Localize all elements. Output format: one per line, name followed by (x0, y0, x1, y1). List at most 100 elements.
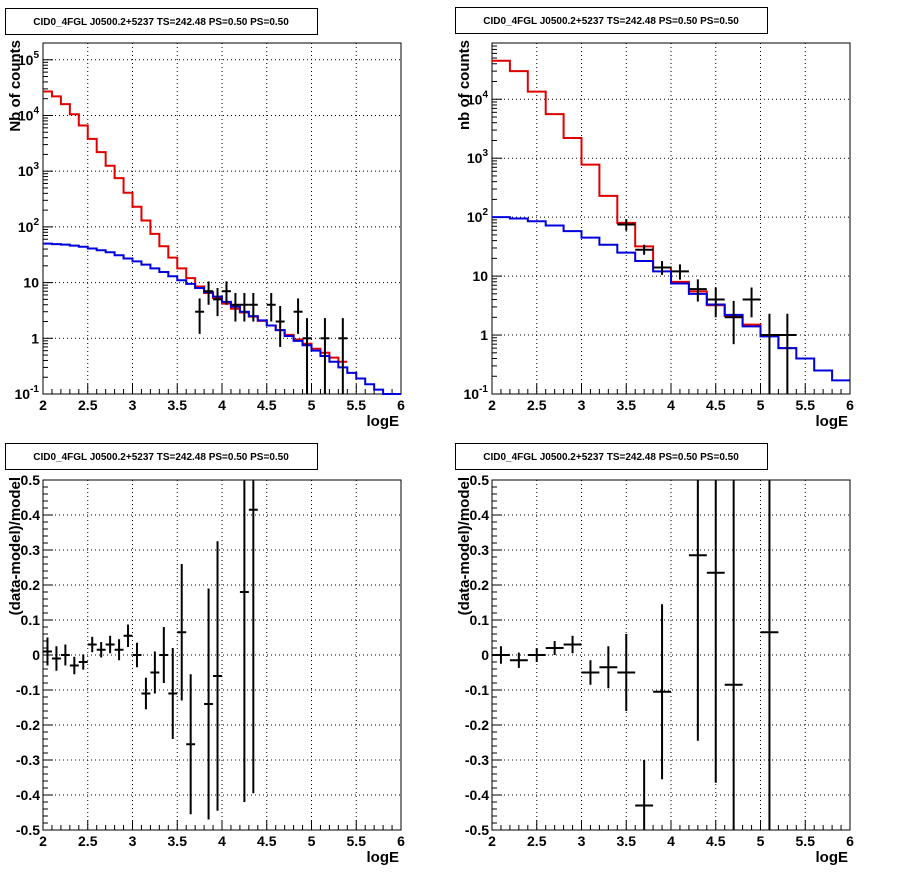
data-point (653, 261, 671, 275)
chart-title-box (455, 443, 768, 470)
y-axis-label: (data-model)/model (456, 477, 473, 615)
data-point (230, 293, 240, 322)
data-point (320, 318, 330, 394)
x-tick-label: 3 (129, 833, 137, 849)
chart-title: CID0_4FGL J0500.2+5237 TS=242.48 PS=0.50… (483, 452, 739, 463)
residual-point (60, 644, 70, 666)
x-tick-label: 5 (308, 397, 316, 413)
chart-title-box (5, 8, 318, 35)
y-tick-label: 104 (467, 89, 489, 107)
residual-point (617, 634, 636, 711)
y-tick-label: 0.5 (470, 472, 490, 488)
data-point (239, 293, 249, 322)
residual-point (563, 635, 582, 654)
y-axis-label: Nb of counts (7, 40, 24, 132)
residual-point (724, 480, 743, 830)
y-tick-label: 0.5 (21, 472, 41, 488)
y-tick-label: 0.1 (21, 612, 41, 628)
x-tick-label: 3.5 (168, 397, 188, 413)
data-point (266, 293, 276, 322)
residual-point (706, 480, 725, 783)
x-tick-label: 6 (846, 397, 854, 413)
y-tick-label: -0.2 (16, 717, 40, 733)
chart-title: CID0_4FGL J0500.2+5237 TS=242.48 PS=0.50… (33, 452, 289, 463)
residual-point (78, 654, 88, 670)
data-point (706, 287, 725, 318)
y-tick-label: 0 (32, 647, 40, 663)
y-tick-label: -0.5 (465, 822, 489, 838)
x-tick-label: 4 (667, 397, 675, 413)
x-tick-label: 5 (757, 397, 765, 413)
residual-point (168, 648, 178, 739)
x-tick-label: 3.5 (168, 833, 188, 849)
y-tick-label: 10 (23, 275, 39, 291)
x-axis-label: logE (367, 413, 400, 430)
data-point (688, 279, 707, 302)
x-tick-label: 6 (397, 397, 405, 413)
residual-point (177, 564, 187, 701)
x-tick-label: 2.5 (527, 397, 547, 413)
x-tick-label: 5.5 (796, 833, 816, 849)
residual-point (204, 588, 214, 820)
residual-point (239, 480, 249, 802)
y-tick-label: 0.3 (470, 542, 490, 558)
x-tick-label: 2.5 (527, 833, 547, 849)
x-tick-label: 2 (488, 833, 496, 849)
residual-point (653, 604, 671, 780)
residual-point (132, 642, 142, 668)
x-tick-label: 4 (218, 833, 226, 849)
residual-point (688, 480, 707, 741)
y-tick-label: 10 (472, 268, 488, 284)
data-point (293, 298, 303, 334)
data-point (213, 287, 222, 317)
y-tick-label: 10-1 (15, 384, 40, 402)
x-tick-label: 4.5 (706, 397, 726, 413)
data-point (248, 293, 258, 322)
residual-point (492, 646, 510, 664)
y-tick-label: 0 (481, 647, 489, 663)
y-tick-label: 1 (480, 327, 488, 343)
x-axis-label: logE (367, 849, 400, 866)
x-tick-label: 3.5 (617, 397, 637, 413)
chart-panel-bottom-left: CID0_4FGL J0500.2+5237 TS=242.48 PS=0.50… (5, 443, 405, 866)
x-tick-label: 6 (846, 833, 854, 849)
residual-point (248, 480, 258, 794)
residual-point (69, 656, 79, 675)
residual-point (150, 651, 160, 694)
y-tick-label: 0.1 (470, 612, 490, 628)
x-tick-label: 5.5 (347, 397, 367, 413)
x-tick-label: 3 (578, 833, 586, 849)
residual-point (114, 639, 124, 661)
x-tick-label: 3 (129, 397, 137, 413)
x-axis-label: logE (816, 849, 849, 866)
y-tick-label: 0.2 (470, 577, 490, 593)
y-tick-label: -0.2 (465, 717, 489, 733)
residual-point (51, 646, 61, 671)
x-tick-label: 2.5 (78, 397, 98, 413)
chart-title-box (455, 7, 768, 34)
residual-point (635, 760, 654, 830)
x-tick-label: 5.5 (796, 397, 816, 413)
residual-point (43, 637, 52, 666)
y-tick-label: -0.1 (465, 682, 489, 698)
y-tick-label: -0.4 (16, 787, 40, 803)
y-tick-label: 102 (18, 217, 40, 235)
x-tick-label: 4 (667, 833, 675, 849)
y-tick-label: 104 (18, 105, 40, 123)
residual-point (186, 674, 196, 815)
y-tick-label: -0.4 (465, 787, 489, 803)
x-tick-label: 2 (39, 833, 47, 849)
chart-title-box (5, 443, 318, 470)
residual-point (760, 480, 779, 830)
y-tick-label: 103 (467, 148, 489, 166)
chart-title: CID0_4FGL J0500.2+5237 TS=242.48 PS=0.50… (33, 17, 289, 28)
residual-point (159, 627, 169, 683)
data-point (635, 244, 654, 255)
residual-point (123, 624, 133, 647)
series-component_model (43, 242, 401, 395)
x-tick-label: 2.5 (78, 833, 98, 849)
y-tick-label: 1 (31, 330, 39, 346)
y-tick-label: 0.4 (21, 507, 41, 523)
y-tick-label: -0.5 (16, 822, 40, 838)
